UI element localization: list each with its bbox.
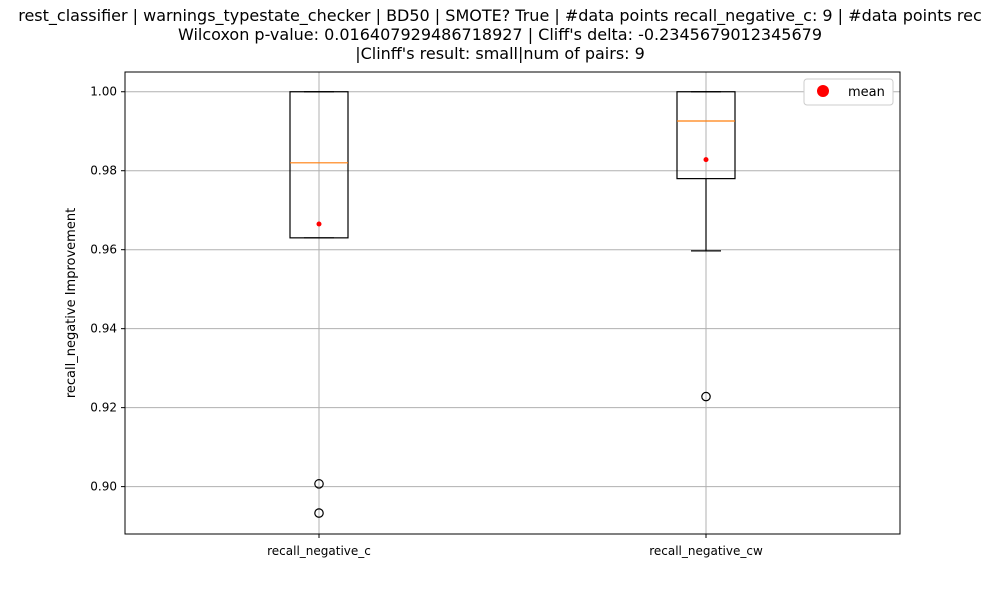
y-tick-label: 0.90	[90, 480, 117, 494]
legend-mean-marker	[817, 85, 829, 97]
grid-layer	[125, 72, 900, 534]
y-tick-label: 0.96	[90, 243, 117, 257]
y-tick-label: 0.94	[90, 322, 117, 336]
outlier-point	[314, 479, 324, 489]
box-iqr	[676, 91, 736, 180]
x-tick-label: recall_negative_cw	[649, 544, 763, 558]
outlier-point	[701, 391, 711, 402]
y-tick-label: 0.98	[90, 164, 117, 178]
chart-title-line-2: Wilcoxon p-value: 0.016407929486718927 |…	[177, 25, 822, 44]
chart-title: rest_classifier | warnings_typestate_che…	[0, 6, 1000, 63]
axes-layer: 0.90 0.92 0.94 0.96 0.98 1.00 recall_negative_…	[90, 85, 763, 558]
y-tick-label: 0.92	[90, 401, 117, 415]
y-axis-label: recall_negative Improvement	[64, 208, 79, 398]
box-iqr	[289, 91, 349, 239]
chart-title-line-3: |Clinff's result: small|num of pairs: 9	[355, 44, 645, 63]
marks-layer	[289, 91, 736, 518]
y-tick-label: 1.00	[90, 85, 117, 99]
chart-title-line-1: rest_classifier | warnings_typestate_che…	[18, 6, 982, 25]
plot-frame	[124, 71, 901, 535]
mean-point	[703, 157, 709, 163]
x-tick-label: recall_negative_c	[267, 544, 371, 558]
legend: mean	[803, 78, 894, 106]
outlier-point	[314, 508, 324, 518]
legend-box	[803, 78, 894, 106]
mean-point	[316, 221, 322, 227]
legend-mean-label: mean	[848, 85, 885, 100]
